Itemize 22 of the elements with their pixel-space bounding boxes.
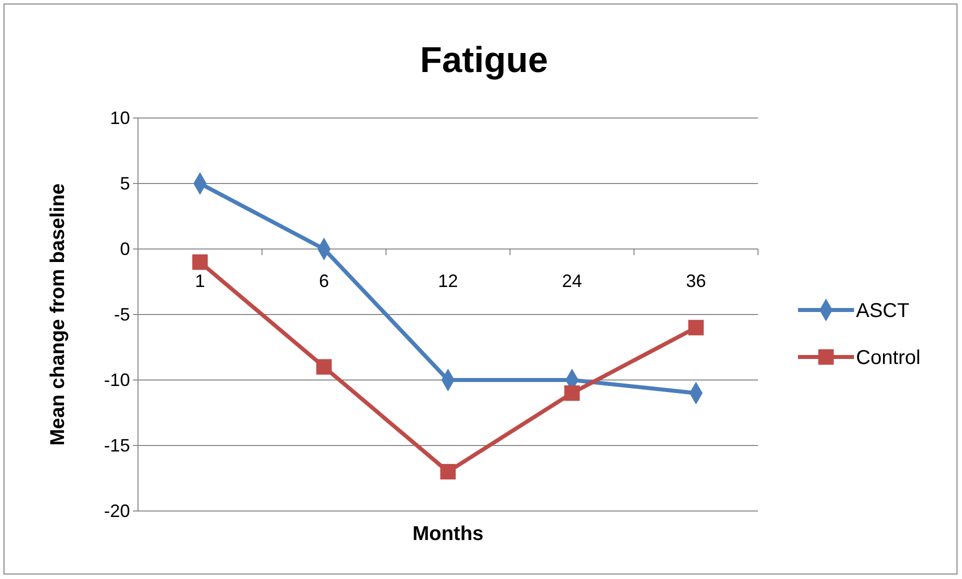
- y-axis-title: Mean change from baseline: [47, 183, 69, 446]
- point: [192, 254, 208, 270]
- x-tick-label: 6: [318, 271, 330, 292]
- x-tick-label: 1: [194, 271, 206, 292]
- y-tick-label: 0: [120, 238, 130, 259]
- x-tick-label: 12: [438, 271, 458, 292]
- y-tick-label: -15: [104, 435, 130, 456]
- legend-label: ASCT: [856, 300, 910, 322]
- point: [440, 464, 456, 480]
- x-axis-title: Months: [412, 523, 484, 545]
- point: [316, 359, 332, 375]
- x-tick-label: 36: [686, 271, 706, 292]
- y-tick-label: 5: [120, 173, 130, 194]
- y-tick-label: -10: [104, 370, 130, 390]
- y-tick-label: -20: [104, 500, 130, 521]
- legend-label: Control: [856, 347, 920, 369]
- y-tick-label: 10: [110, 108, 130, 128]
- point: [564, 385, 580, 401]
- chart-title: Fatigue: [420, 39, 548, 80]
- point: [688, 320, 704, 336]
- y-tick-label: -5: [114, 304, 130, 324]
- x-tick-label: 24: [562, 271, 582, 292]
